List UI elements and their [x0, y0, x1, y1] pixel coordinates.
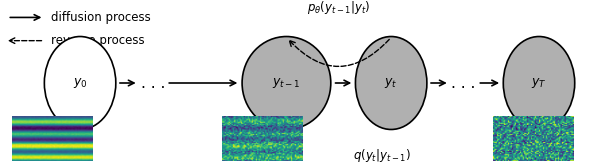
Ellipse shape — [44, 37, 116, 129]
Text: reverse process: reverse process — [51, 34, 144, 47]
Ellipse shape — [503, 37, 575, 129]
Text: $y_t$: $y_t$ — [384, 76, 398, 90]
Ellipse shape — [355, 37, 427, 129]
Text: . . .: . . . — [140, 76, 165, 90]
Text: $p_{\theta}(y_{t-1}|y_t)$: $p_{\theta}(y_{t-1}|y_t)$ — [307, 0, 370, 16]
Text: . . .: . . . — [451, 76, 476, 90]
Ellipse shape — [242, 37, 331, 129]
Text: $y_T$: $y_T$ — [531, 76, 547, 90]
Text: $q(y_t|y_{t-1})$: $q(y_t|y_{t-1})$ — [353, 147, 411, 164]
Text: $y_0$: $y_0$ — [73, 76, 87, 90]
Text: diffusion process: diffusion process — [51, 11, 150, 24]
Text: $y_{t-1}$: $y_{t-1}$ — [272, 76, 301, 90]
